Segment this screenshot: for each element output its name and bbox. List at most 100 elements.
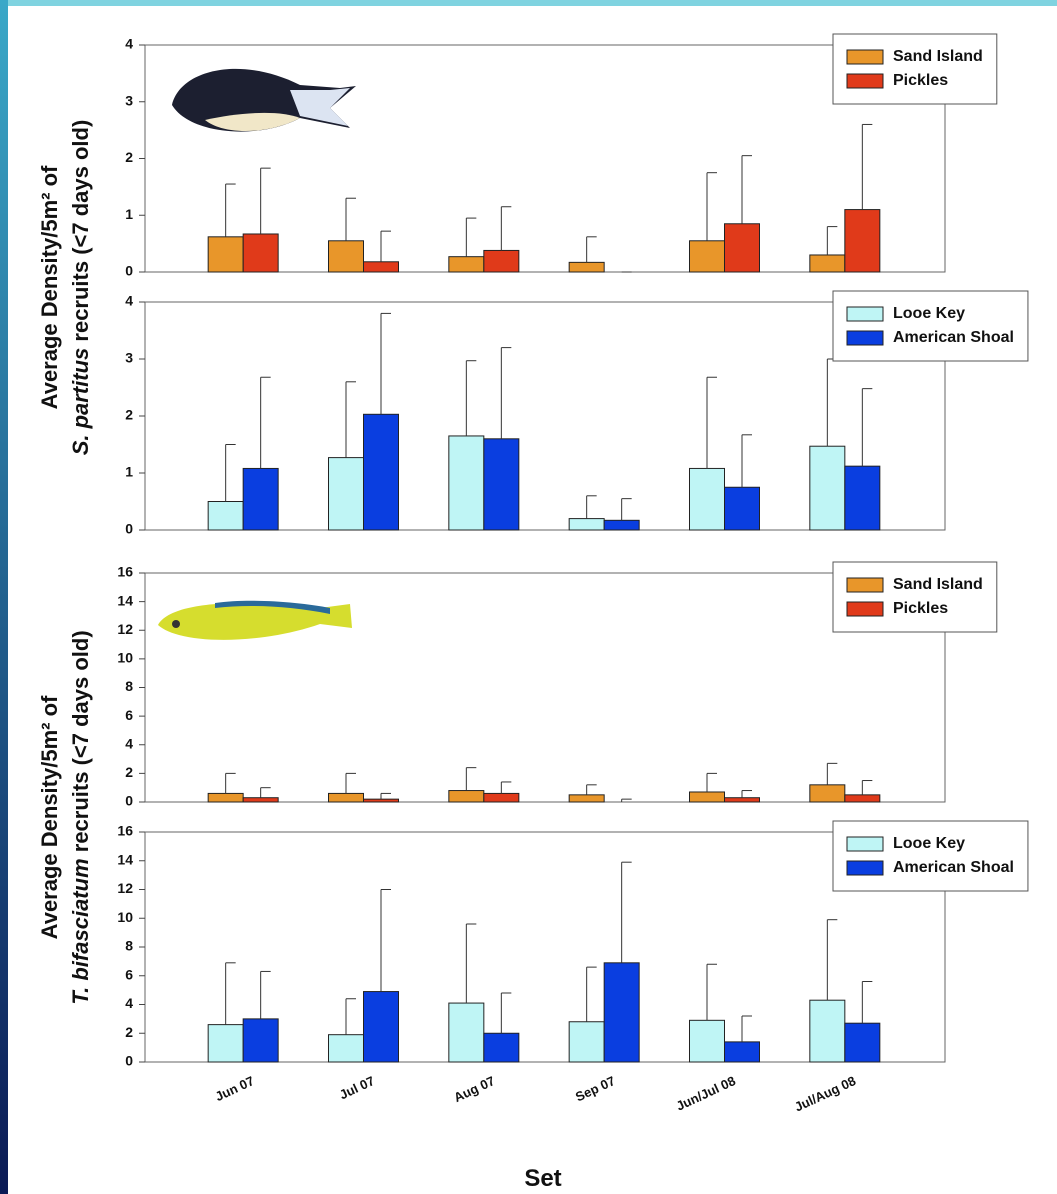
- error-bar: [465, 923, 477, 1004]
- bar: [724, 797, 760, 803]
- error-bar: [500, 992, 512, 1034]
- frame-top: [0, 0, 1057, 6]
- legend-swatch: [846, 836, 884, 852]
- legend: Sand Island Pickles: [832, 561, 998, 633]
- bar: [448, 1002, 485, 1063]
- bar: [328, 792, 364, 803]
- error-bar: [465, 217, 477, 257]
- y-axis-label-rest: recruits (<7 days old): [68, 120, 93, 348]
- legend-box: [832, 33, 998, 105]
- y-axis-label: Average Density/5m² of: [37, 165, 62, 409]
- bar: [689, 467, 725, 531]
- error-bar: [225, 772, 236, 794]
- error-bar: [586, 236, 597, 263]
- bar: [844, 794, 881, 803]
- y-tick-label: 0: [125, 521, 133, 537]
- frame-left: [0, 0, 8, 1194]
- legend-label: Sand Island: [893, 576, 983, 593]
- legend-label: Looe Key: [893, 305, 965, 322]
- y-tick-label: 10: [117, 909, 133, 925]
- bar: [724, 486, 760, 531]
- legend-box: [832, 561, 998, 633]
- error-bar: [465, 767, 477, 791]
- error-bar: [225, 444, 236, 502]
- bar: [207, 1024, 244, 1063]
- error-bar: [861, 981, 873, 1024]
- bar: [448, 435, 485, 531]
- legend-label: Pickles: [893, 600, 948, 617]
- y-axis-label: T. bifasciatum recruits (<7 days old): [68, 630, 93, 1004]
- y-tick-label: 2: [125, 149, 133, 165]
- bar: [363, 798, 399, 803]
- y-tick-label: 4: [125, 995, 133, 1011]
- fish-illustration: [172, 68, 356, 132]
- bar: [363, 413, 399, 531]
- error-bar: [861, 123, 873, 210]
- x-tick-label: Sep 07: [573, 1073, 617, 1104]
- bar: [809, 254, 846, 273]
- legend-swatch: [846, 306, 884, 322]
- x-tick-label: Aug 07: [451, 1073, 497, 1105]
- y-tick-label: 4: [125, 36, 133, 52]
- error-bar: [861, 388, 873, 467]
- error-bar: [826, 919, 838, 1001]
- error-bar: [380, 230, 391, 262]
- legend-swatch: [846, 601, 884, 617]
- legend-label: American Shoal: [893, 329, 1014, 346]
- bar: [483, 249, 520, 273]
- bar: [689, 1019, 725, 1063]
- y-tick-label: 4: [125, 735, 133, 751]
- legend: Looe Key American Shoal: [832, 290, 1029, 362]
- y-tick-label: 2: [125, 764, 133, 780]
- error-bar: [741, 1015, 752, 1042]
- bar: [363, 261, 399, 273]
- bar: [207, 501, 244, 531]
- bar: [568, 794, 605, 803]
- bar: [568, 518, 605, 531]
- error-bar: [826, 226, 838, 255]
- bar: [242, 797, 279, 803]
- error-bar: [586, 784, 597, 795]
- legend: Sand Island Pickles: [832, 33, 998, 105]
- error-bar: [826, 358, 838, 447]
- bar: [568, 261, 605, 273]
- error-bar: [861, 780, 873, 795]
- bar: [483, 1032, 520, 1063]
- bar: [363, 991, 399, 1063]
- y-tick-label: 3: [125, 350, 133, 366]
- y-tick-label: 16: [117, 823, 133, 839]
- error-bar: [345, 998, 356, 1035]
- y-tick-label: 0: [125, 263, 133, 279]
- bar: [809, 445, 846, 531]
- fish-illustration: [158, 600, 352, 640]
- error-bar: [706, 172, 717, 241]
- y-tick-label: 4: [125, 293, 133, 309]
- y-tick-label: 1: [125, 206, 133, 222]
- bar: [689, 791, 725, 803]
- y-axis-label-species: S. partitus: [68, 348, 93, 456]
- legend-swatch: [846, 330, 884, 346]
- error-bar: [225, 962, 236, 1025]
- legend-label: American Shoal: [893, 859, 1014, 876]
- bar: [483, 792, 520, 803]
- bar: [603, 962, 640, 1063]
- bar: [207, 792, 244, 803]
- y-tick-label: 12: [117, 880, 133, 896]
- y-tick-label: 8: [125, 938, 133, 954]
- y-tick-label: 14: [117, 592, 133, 608]
- error-bar: [741, 155, 752, 224]
- bar: [809, 999, 846, 1063]
- bar: [328, 240, 364, 273]
- error-bar: [586, 966, 597, 1022]
- bar: [448, 256, 485, 273]
- error-bar: [621, 861, 632, 963]
- error-bar: [465, 360, 477, 436]
- error-bar: [500, 347, 512, 439]
- error-bar: [741, 434, 752, 488]
- y-tick-label: 6: [125, 966, 133, 982]
- bar: [568, 1021, 605, 1063]
- error-bar: [586, 495, 597, 519]
- bar: [328, 457, 364, 531]
- legend-box: [832, 820, 1029, 892]
